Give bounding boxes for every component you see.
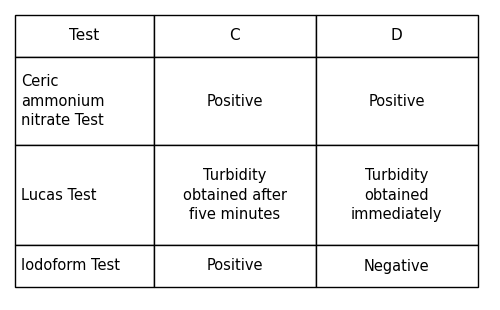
Text: Positive: Positive (206, 259, 263, 273)
Bar (154, 57, 316, 145)
Text: Iodoform Test: Iodoform Test (21, 259, 120, 273)
Text: Test: Test (69, 29, 100, 43)
Bar (15, 15, 154, 57)
Bar (154, 145, 316, 245)
Bar (316, 145, 478, 245)
Bar (15, 57, 154, 145)
Text: Turbidity
obtained
immediately: Turbidity obtained immediately (351, 168, 442, 222)
Text: Positive: Positive (368, 94, 425, 108)
Text: Turbidity
obtained after
five minutes: Turbidity obtained after five minutes (182, 168, 286, 222)
Text: Ceric
ammonium
nitrate Test: Ceric ammonium nitrate Test (21, 74, 104, 128)
Text: Negative: Negative (364, 259, 430, 273)
Bar (154, 15, 316, 57)
Bar (316, 15, 478, 57)
Text: C: C (230, 29, 240, 43)
Bar (316, 57, 478, 145)
Bar (15, 245, 154, 287)
Bar (154, 245, 316, 287)
Bar (15, 145, 154, 245)
Text: Lucas Test: Lucas Test (21, 188, 96, 202)
Text: Positive: Positive (206, 94, 263, 108)
Text: D: D (391, 29, 402, 43)
Bar (316, 245, 478, 287)
